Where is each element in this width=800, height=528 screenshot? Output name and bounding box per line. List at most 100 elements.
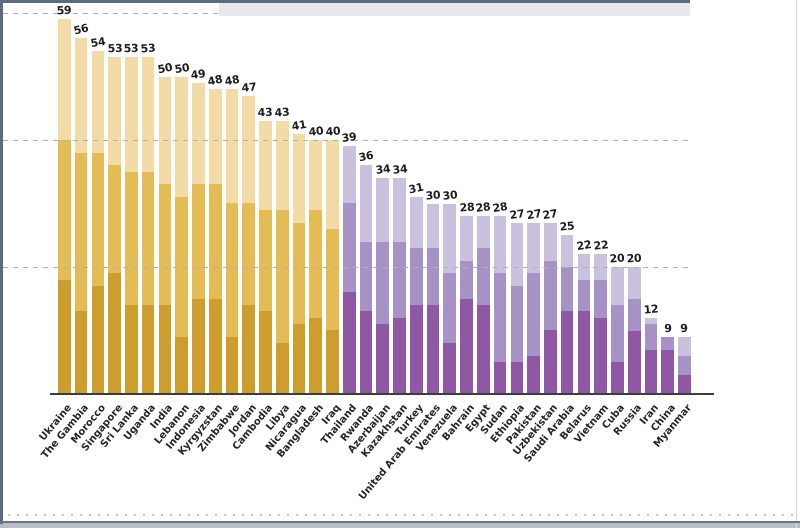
bar-turkey	[409, 197, 423, 394]
top-light-segment	[611, 267, 624, 306]
bar-sri-lanka	[125, 57, 138, 394]
bar-nicaragua	[292, 133, 306, 394]
bar-value-label: 22	[592, 238, 609, 254]
bar-rwanda	[359, 165, 373, 394]
bar-the-gambia	[74, 38, 88, 394]
bar-bangladesh	[309, 140, 323, 394]
bottom-dark-segment	[527, 355, 540, 394]
middle-medium-segment	[611, 305, 624, 363]
bar-vietnam	[594, 254, 607, 394]
bottom-dark-segment	[627, 330, 641, 394]
bar-thailand	[342, 146, 356, 394]
bottom-dark-segment	[409, 305, 423, 394]
bottom-dark-segment	[560, 311, 574, 394]
bar-value-label: 9	[680, 321, 689, 336]
top-light-segment	[426, 203, 440, 248]
top-light-segment	[644, 317, 658, 325]
window-left-border	[0, 0, 3, 524]
middle-medium-segment	[58, 139, 71, 280]
bottom-dark-segment	[326, 330, 339, 394]
bar-value-label: 59	[56, 3, 73, 18]
bottom-dark-segment	[242, 305, 256, 394]
middle-medium-segment	[627, 298, 641, 331]
bottom-dark-segment	[225, 336, 239, 394]
middle-medium-segment	[510, 286, 524, 363]
bottom-dotted-separator	[8, 514, 794, 516]
bar-value-label: 53	[140, 41, 156, 56]
bar-value-label: 34	[391, 162, 408, 177]
bar-value-label: 47	[240, 79, 257, 95]
bottom-dark-segment	[342, 292, 356, 394]
bar-venezuela	[443, 203, 457, 395]
top-light-segment	[627, 267, 641, 299]
middle-medium-segment	[493, 273, 507, 363]
bottom-dark-segment	[275, 343, 289, 394]
middle-medium-segment	[393, 241, 406, 318]
bottom-dark-segment	[594, 317, 607, 394]
bar-kazakhstan	[393, 178, 406, 394]
middle-medium-segment	[661, 336, 675, 350]
middle-medium-segment	[108, 165, 121, 274]
middle-medium-segment	[577, 279, 591, 312]
bar-bahrain	[460, 216, 473, 394]
bottom-dark-segment	[141, 305, 155, 394]
bottom-dark-segment	[158, 305, 172, 394]
middle-medium-segment	[644, 324, 658, 350]
middle-medium-segment	[527, 273, 540, 356]
bottom-dark-segment	[644, 349, 658, 394]
bar-cuba	[611, 267, 624, 394]
window-bottom-border	[0, 520, 800, 523]
bar-belarus	[577, 254, 591, 394]
top-light-segment	[309, 140, 323, 210]
window-top-border	[0, 0, 690, 3]
top-light-segment	[108, 57, 121, 166]
bottom-dark-segment	[611, 362, 624, 394]
middle-medium-segment	[91, 152, 105, 287]
top-light-segment	[192, 82, 205, 185]
middle-medium-segment	[125, 171, 138, 306]
bottom-dark-segment	[460, 298, 473, 394]
bottom-dark-segment	[91, 286, 105, 394]
bottom-dark-segment	[259, 311, 272, 394]
bottom-dark-segment	[426, 305, 440, 394]
bar-value-label: 12	[643, 302, 659, 317]
window-right-border	[795, 0, 797, 528]
top-light-segment	[477, 216, 490, 248]
top-light-segment	[208, 89, 222, 185]
bottom-dark-segment	[376, 324, 390, 394]
bar-china	[661, 336, 675, 394]
top-toolbar-strip	[219, 2, 690, 16]
middle-medium-segment	[158, 184, 172, 306]
bottom-dark-segment	[661, 349, 675, 394]
top-light-segment	[225, 89, 239, 204]
bottom-dark-segment	[208, 298, 222, 394]
bottom-dark-segment	[359, 311, 373, 394]
top-light-segment	[342, 146, 356, 204]
bar-value-label: 20	[626, 251, 642, 266]
bottom-dark-segment	[309, 317, 323, 394]
bar-lebanon	[175, 76, 188, 395]
bar-zimbabwe	[225, 89, 239, 394]
middle-medium-segment	[426, 247, 440, 306]
gridline-20	[3, 266, 692, 268]
bar-morocco	[91, 51, 105, 394]
middle-medium-segment	[225, 203, 239, 337]
top-light-segment	[510, 222, 524, 287]
bottom-dark-segment	[125, 305, 138, 394]
bar-egypt	[477, 216, 490, 394]
top-light-segment	[259, 120, 272, 210]
top-light-segment	[678, 336, 691, 356]
top-light-segment	[376, 178, 390, 242]
bar-pakistan	[527, 222, 540, 394]
top-light-segment	[443, 203, 457, 274]
top-light-segment	[359, 165, 373, 242]
top-light-segment	[393, 178, 406, 242]
middle-medium-segment	[141, 171, 155, 306]
bar-ethiopia	[510, 222, 524, 394]
bottom-dark-segment	[477, 305, 490, 394]
bottom-dark-segment	[493, 362, 507, 394]
bar-russia	[627, 267, 641, 394]
bar-libya	[275, 120, 289, 394]
